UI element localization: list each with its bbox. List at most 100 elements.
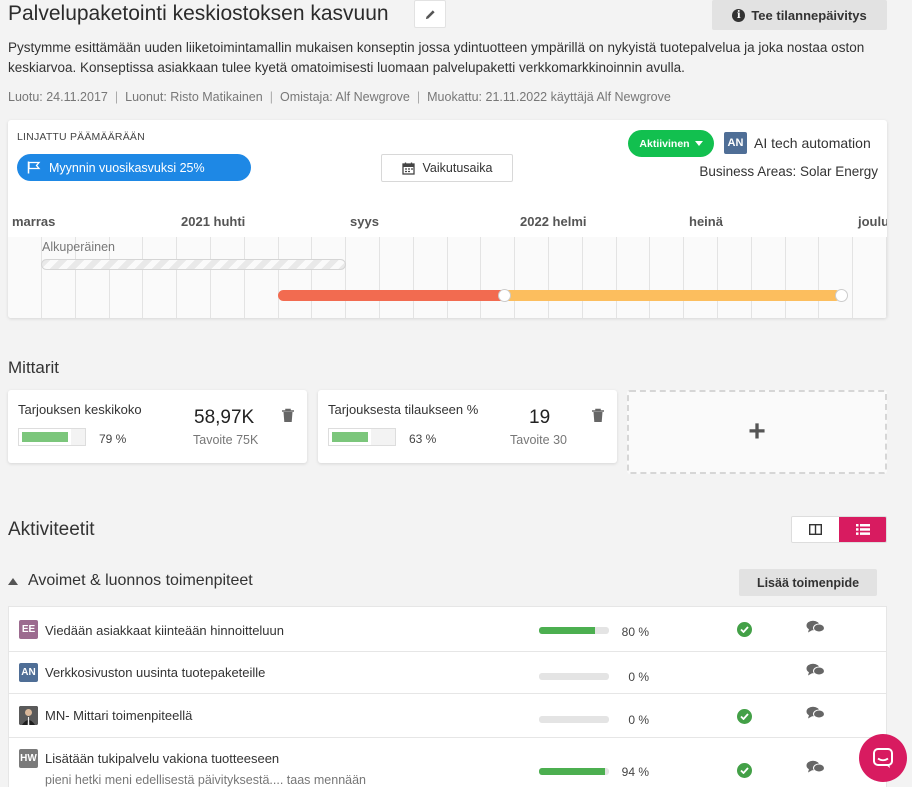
list-item[interactable]: EE Viedään asiakkaat kiinteään hinnoitte… [9, 607, 886, 652]
month-label: 2021 huhti [181, 214, 246, 229]
gridline [142, 237, 144, 318]
done-check-icon [737, 709, 752, 724]
metric-card[interactable]: Tarjouksen keskikoko 79 % 58,97K Tavoite… [8, 390, 307, 463]
gridline [108, 237, 110, 318]
list-item[interactable]: AN Verkkosivuston uusinta tuotepaketeill… [9, 652, 886, 694]
timeline-today-handle[interactable] [498, 289, 511, 302]
comments-icon[interactable] [806, 706, 825, 720]
gridline [446, 237, 448, 318]
metrics-heading: Mittarit [8, 358, 59, 377]
activity-title: Verkkosivuston uusinta tuotepaketeille [45, 665, 266, 680]
linked-goal-label: LINJATTU PÄÄMÄÄRÄÄN [17, 131, 145, 143]
done-check-icon [737, 763, 752, 778]
list-icon [855, 524, 870, 535]
metric-card[interactable]: Tarjouksesta tilaukseen % 63 % 19 Tavoit… [318, 390, 617, 463]
activity-progress [539, 768, 609, 775]
comments-icon[interactable] [806, 760, 825, 774]
edit-title-button[interactable] [414, 0, 446, 28]
add-metric-button[interactable]: + [627, 390, 887, 474]
goal-pill[interactable]: Myynnin vuosikasvuksi 25% [17, 154, 251, 181]
gridline [852, 237, 854, 318]
gridline [277, 237, 279, 318]
timeline-card: LINJATTU PÄÄMÄÄRÄÄN Myynnin vuosikasvuks… [8, 120, 887, 318]
trash-icon[interactable] [591, 408, 605, 423]
list-item[interactable]: HW Lisätään tukipalvelu vakiona tuottees… [9, 738, 886, 787]
gridline [750, 237, 752, 318]
metric-value: 58,97K [194, 407, 255, 428]
gridline [649, 237, 651, 318]
elapsed-time-bar [278, 290, 505, 301]
add-action-button[interactable]: Lisää toimenpide [739, 569, 877, 596]
pencil-icon [425, 9, 435, 19]
metric-target: Tavoite 75K [193, 433, 259, 447]
gridline [717, 237, 718, 318]
gridline [886, 237, 887, 318]
plus-icon: + [748, 415, 766, 448]
status-update-label: Tee tilannepäivitys [751, 7, 867, 23]
page-title: Palvelupaketointi keskiostoksen kasvuun [8, 2, 389, 25]
meta-owner: Omistaja: Alf Newgrove [279, 90, 410, 104]
gridline [784, 237, 786, 318]
gridline [480, 237, 482, 318]
activity-percent: 0 % [628, 713, 649, 727]
metric-progress [18, 428, 86, 446]
comments-icon[interactable] [806, 620, 825, 634]
gridline [210, 237, 211, 318]
board-view-button[interactable] [792, 517, 839, 542]
chat-launcher-button[interactable] [859, 734, 907, 782]
remaining-time-bar [505, 290, 841, 301]
metric-value: 19 [529, 407, 551, 428]
month-label: heinä [689, 214, 723, 229]
gridline [74, 237, 76, 318]
impact-time-label: Vaikutusaika [422, 161, 493, 175]
avatar [19, 706, 38, 725]
meta-info: Luotu: 24.11.2017 | Luonut: Risto Matikain… [8, 90, 671, 104]
trash-icon[interactable] [281, 408, 295, 423]
impact-time-button[interactable]: Vaikutusaika [381, 154, 513, 182]
list-item[interactable]: MN- Mittari toimenpiteellä 0 % [9, 694, 886, 738]
gridline [379, 237, 380, 318]
activity-progress [539, 673, 609, 680]
timeline-grid [8, 237, 887, 318]
status-dropdown-label: Aktiivinen [639, 137, 690, 150]
gridline [41, 237, 42, 318]
metric-target: Tavoite 30 [510, 433, 567, 447]
gridline [818, 237, 820, 318]
goal-label: Myynnin vuosikasvuksi 25% [49, 160, 205, 175]
meta-modified: Muokattu: 21.11.2022 käyttäjä Alf Newgro… [427, 90, 671, 104]
activity-progress [539, 716, 609, 723]
gridline [548, 237, 549, 318]
gridline [581, 237, 583, 318]
activity-percent: 94 % [621, 765, 649, 779]
meta-creator: Luonut: Risto Matikainen [125, 90, 263, 104]
list-view-button[interactable] [839, 517, 886, 542]
activity-progress [539, 627, 609, 634]
org-name[interactable]: AI tech automation [754, 135, 871, 151]
group-toggle[interactable]: Avoimet & luonnos toimenpiteet [8, 572, 253, 590]
metric-name: Tarjouksen keskikoko [18, 402, 142, 417]
flag-icon [27, 161, 41, 174]
activities-heading: Aktiviteetit [8, 519, 95, 540]
timeline-end-handle[interactable] [835, 289, 848, 302]
status-update-button[interactable]: i Tee tilannepäivitys [712, 0, 887, 30]
group-label: Avoimet & luonnos toimenpiteet [28, 572, 253, 589]
chat-icon [873, 748, 893, 768]
month-label: marras [12, 214, 56, 229]
view-toggle [791, 516, 887, 543]
activity-title: Lisätään tukipalvelu vakiona tuotteeseen [45, 751, 280, 766]
gridline [176, 237, 178, 318]
info-icon: i [732, 8, 746, 22]
original-schedule-bar [41, 259, 346, 270]
activity-percent: 80 % [621, 625, 649, 639]
activity-list: EE Viedään asiakkaat kiinteään hinnoitte… [8, 606, 887, 787]
business-areas: Business Areas: Solar Energy [699, 164, 878, 179]
comments-icon[interactable] [806, 663, 825, 677]
gridline [615, 237, 617, 318]
status-dropdown[interactable]: Aktiivinen [628, 130, 714, 157]
metric-progress [328, 428, 396, 446]
avatar: HW [19, 749, 38, 768]
activity-title: MN- Mittari toimenpiteellä [45, 708, 193, 723]
caret-down-icon [694, 141, 703, 146]
gridline [514, 237, 516, 318]
metric-name: Tarjouksesta tilaukseen % [328, 402, 479, 417]
